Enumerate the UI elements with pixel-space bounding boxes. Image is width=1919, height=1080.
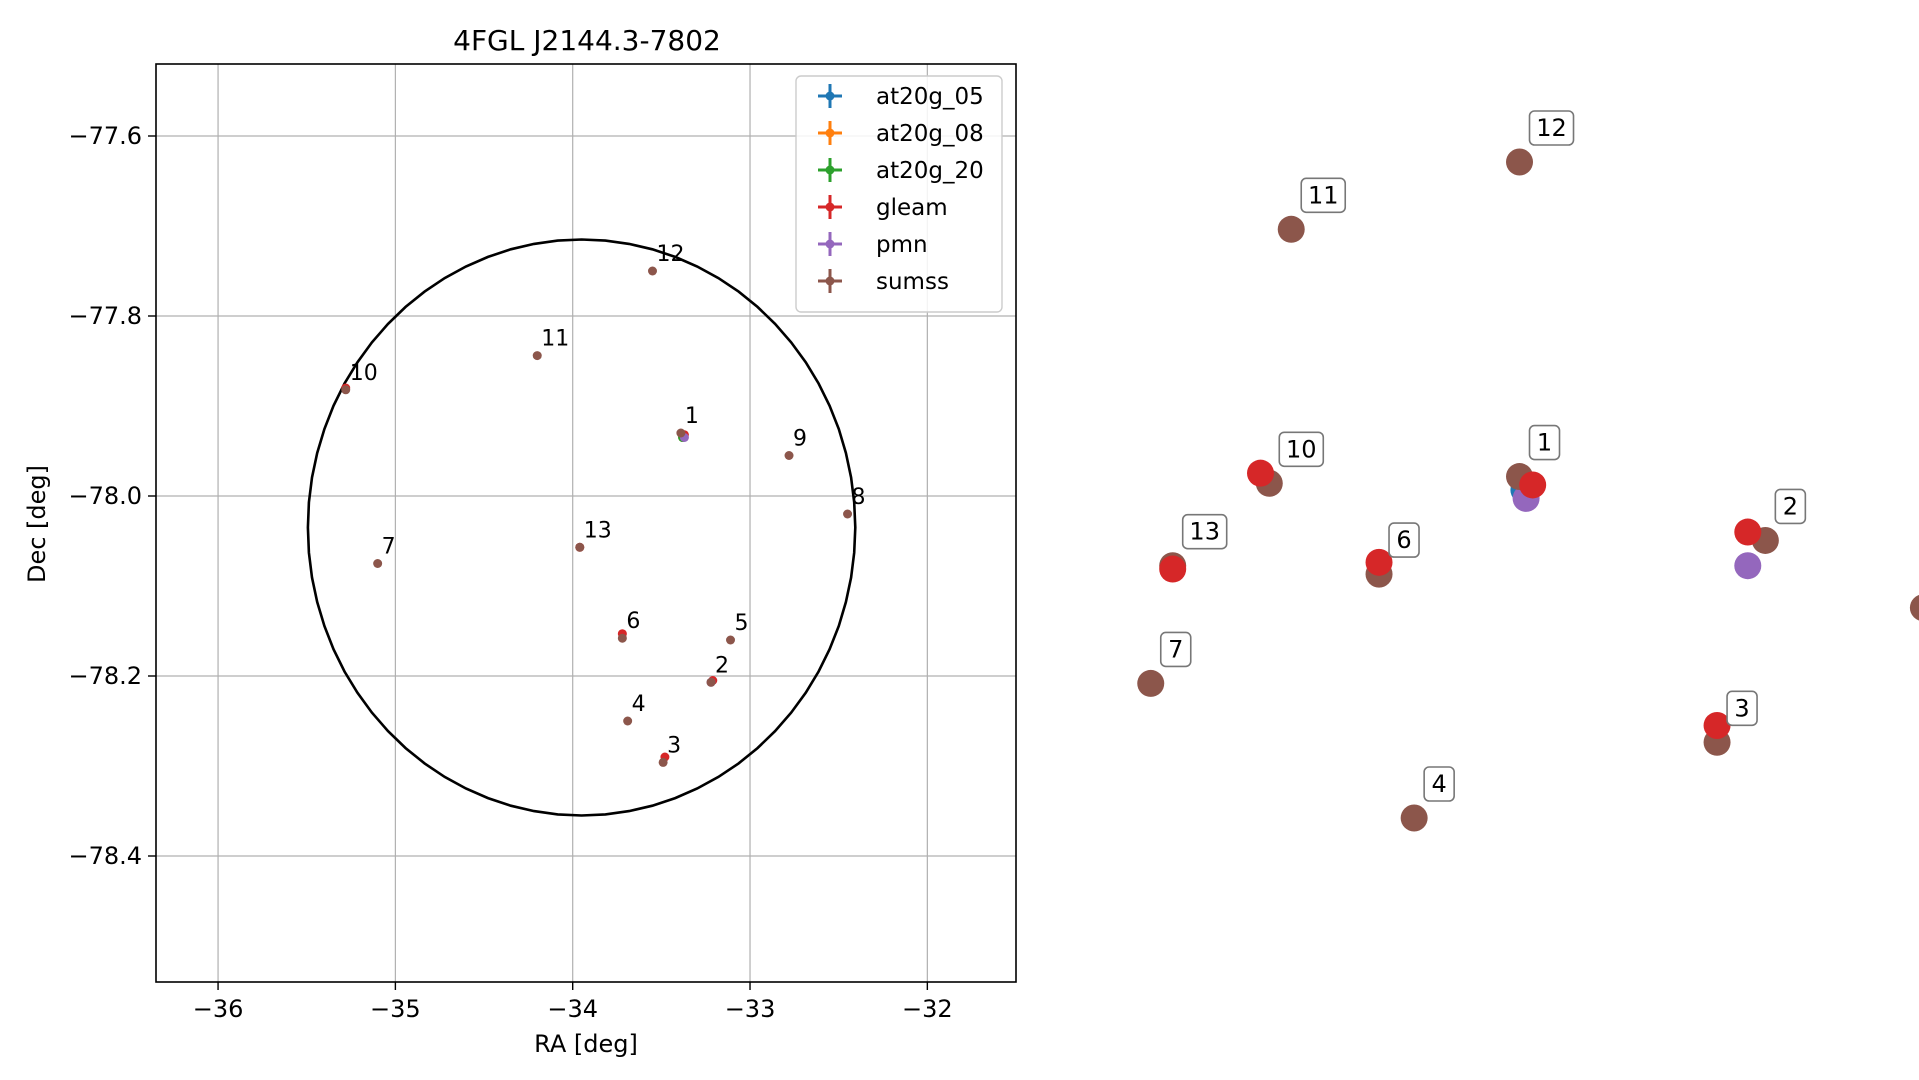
marker-gleam [1247, 459, 1274, 487]
marker-gleam [1519, 471, 1547, 499]
marker-sumss [1277, 215, 1305, 243]
point-sumss [617, 633, 627, 643]
legend-label: at20g_08 [876, 121, 984, 147]
source-label-box [1159, 631, 1192, 668]
point-label: 9 [793, 427, 807, 452]
point-sumss [575, 542, 585, 552]
source-label: 7 [1168, 635, 1183, 663]
source-label: 3 [1734, 694, 1749, 722]
x-axis-label: RA [deg] [534, 1030, 638, 1058]
marker-sumss [1909, 594, 1919, 621]
source-label: 2 [1783, 492, 1798, 520]
point-sumss [623, 716, 633, 726]
point-label: 2 [715, 653, 729, 678]
source-label-box [1528, 424, 1561, 461]
y-axis-ticks: −77.6 −77.8 −78.0 −78.2 −78.4 [68, 122, 156, 870]
source-label-box [1528, 110, 1575, 146]
point-sumss [706, 677, 716, 687]
source-label-box [1423, 766, 1455, 802]
legend-label: gleam [876, 195, 948, 221]
point-sumss [658, 757, 668, 767]
legend-marker [825, 202, 835, 212]
search-circle [306, 238, 857, 817]
search-circle-layer [306, 238, 857, 817]
y-tick-label: −78.0 [68, 482, 142, 510]
source-label: 6 [1396, 526, 1411, 554]
source-points [1137, 148, 1919, 832]
legend-marker [825, 239, 835, 249]
legend-marker [825, 276, 835, 286]
legend-label: at20g_05 [876, 84, 984, 110]
source-label-box [1300, 177, 1347, 214]
source-label-box [1774, 488, 1807, 525]
point-sumss [341, 385, 351, 395]
source-label: 12 [1536, 114, 1567, 142]
legend-label: pmn [876, 232, 928, 258]
source-label: 13 [1189, 518, 1220, 546]
point-label: 5 [735, 611, 749, 636]
point-label: 11 [541, 327, 569, 352]
point-sumss [843, 509, 853, 519]
point-label: 13 [584, 518, 612, 543]
legend-label: sumss [876, 269, 949, 295]
marker-gleam [1703, 711, 1731, 739]
source-label-box [1181, 513, 1228, 550]
y-axis-label: Dec [deg] [23, 465, 51, 583]
x-tick-label: −36 [193, 995, 244, 1023]
y-tick-label: −77.6 [68, 122, 142, 150]
point-sumss [676, 428, 686, 438]
grid [156, 64, 1016, 982]
point-label: 12 [656, 242, 684, 267]
source-label-box [1388, 522, 1420, 558]
point-label: 3 [667, 733, 681, 758]
legend-label: at20g_20 [876, 158, 984, 184]
point-label: 8 [852, 485, 866, 510]
plot-frame [155, 63, 1017, 983]
x-tick-label: −34 [547, 995, 598, 1023]
legend-marker [825, 91, 835, 101]
y-tick-label: −78.4 [68, 842, 142, 870]
legend-marker [825, 128, 835, 138]
data-points [341, 266, 853, 767]
y-tick-label: −77.8 [68, 302, 142, 330]
legend-marker [825, 165, 835, 175]
x-tick-label: −35 [370, 995, 421, 1023]
y-tick-label: −78.2 [68, 662, 142, 690]
source-label-box [1278, 431, 1325, 468]
source-label: 10 [1286, 435, 1317, 463]
point-label: 6 [626, 609, 640, 634]
source-label: 11 [1308, 181, 1339, 209]
point-sumss [373, 559, 383, 568]
source-label-box [1726, 690, 1758, 727]
source-label: 4 [1432, 770, 1447, 798]
marker-gleam [1159, 555, 1187, 583]
point-label: 4 [632, 692, 646, 717]
marker-sumss [1400, 804, 1428, 832]
marker-pmn [1734, 552, 1762, 580]
point-label: 1 [685, 404, 699, 429]
x-axis-ticks: −36 −35 −34 −33 −32 [193, 982, 953, 1023]
marker-gleam [1365, 548, 1393, 576]
x-tick-label: −33 [725, 995, 776, 1023]
legend-box [795, 75, 1003, 313]
point-label: 10 [350, 361, 378, 386]
point-sumss [784, 451, 794, 460]
point-sumss [726, 635, 736, 645]
point-sumss [532, 351, 542, 361]
x-tick-label: −32 [902, 995, 953, 1023]
marker-sumss [1506, 148, 1534, 176]
chart-title: 4FGL J2144.3-7802 [453, 24, 721, 57]
marker-sumss [1137, 669, 1165, 697]
source-label: 1 [1537, 429, 1552, 457]
point-sumss [647, 266, 657, 276]
point-label: 7 [382, 535, 396, 560]
marker-gleam [1734, 518, 1762, 546]
